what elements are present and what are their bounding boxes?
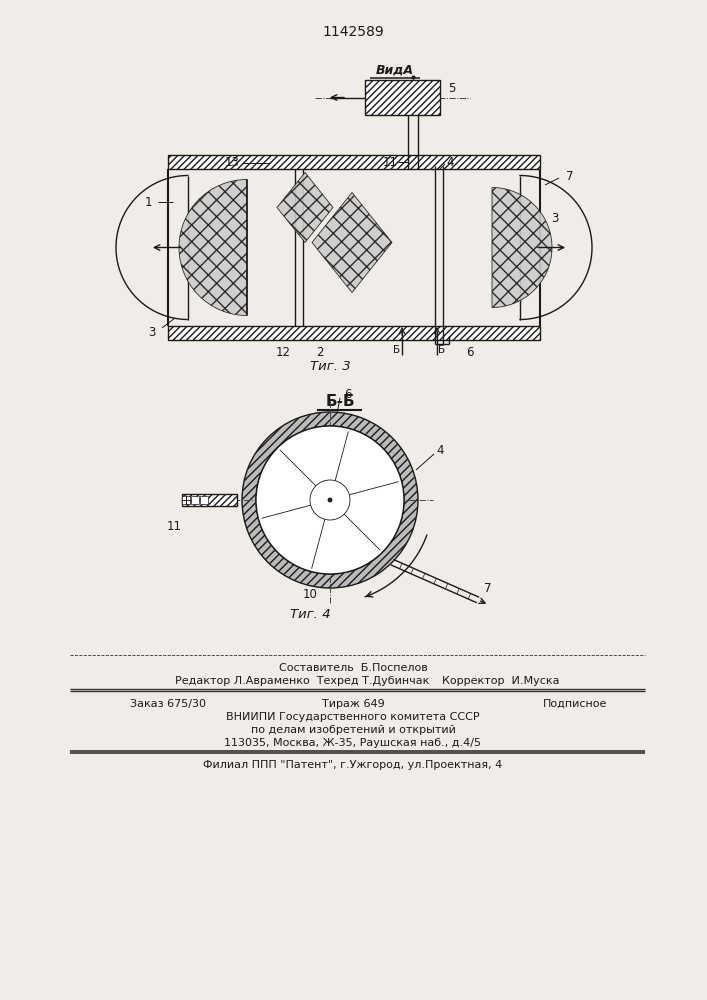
Bar	[365, 80, 440, 115]
Text: 11: 11	[167, 520, 182, 532]
Text: 12: 12	[276, 346, 291, 359]
Bar	[191, 496, 199, 504]
Text: 4: 4	[446, 155, 454, 168]
Text: Корректор  И.Муска: Корректор И.Муска	[443, 676, 560, 686]
Text: Τиг. 3: Τиг. 3	[310, 360, 350, 373]
Polygon shape	[116, 176, 188, 320]
Text: 10: 10	[303, 587, 317, 600]
Text: 13: 13	[225, 156, 240, 169]
Bar	[182, 494, 237, 506]
Text: Заказ 675/30: Заказ 675/30	[130, 699, 206, 709]
Text: Б: Б	[393, 345, 401, 355]
Text: Тираж 649: Тираж 649	[322, 699, 385, 709]
Text: по делам изобретений и открытий: по делам изобретений и открытий	[250, 725, 455, 735]
Text: Подписное: Подписное	[543, 699, 607, 709]
Text: 11: 11	[382, 155, 397, 168]
Polygon shape	[492, 188, 552, 308]
Bar	[182, 494, 237, 506]
Text: Б: Б	[438, 345, 445, 355]
Text: Редактор Л.Авраменко  Техред Т.Дубинчак: Редактор Л.Авраменко Техред Т.Дубинчак	[175, 676, 429, 686]
Text: 1142589: 1142589	[322, 25, 384, 39]
Text: 7: 7	[566, 169, 574, 182]
Text: 113035, Москва, Ж-35, Раушская наб., д.4/5: 113035, Москва, Ж-35, Раушская наб., д.4…	[225, 738, 481, 748]
Text: 6: 6	[344, 387, 352, 400]
Bar	[200, 496, 208, 504]
Bar	[168, 326, 540, 340]
Polygon shape	[179, 180, 247, 316]
Text: ВНИИПИ Государственного комитета СССР: ВНИИПИ Государственного комитета СССР	[226, 712, 480, 722]
Circle shape	[256, 426, 404, 574]
Text: Б-Б: Б-Б	[325, 394, 355, 410]
Text: 7: 7	[484, 582, 492, 594]
Text: 3: 3	[148, 326, 156, 338]
Text: 6: 6	[466, 346, 474, 359]
Polygon shape	[277, 172, 333, 242]
Text: 4: 4	[436, 444, 444, 456]
Polygon shape	[312, 192, 392, 292]
Text: 3: 3	[551, 212, 559, 225]
Text: ВидА: ВидА	[376, 64, 414, 77]
Bar	[168, 155, 540, 169]
Bar	[168, 326, 540, 340]
Circle shape	[310, 480, 350, 520]
Wedge shape	[242, 412, 418, 588]
Text: Τиг. 4: Τиг. 4	[290, 608, 330, 621]
Bar	[182, 496, 190, 504]
Bar	[365, 80, 440, 115]
Bar	[168, 155, 540, 169]
Text: 8: 8	[298, 474, 305, 487]
Text: 1: 1	[144, 196, 152, 209]
Text: Составитель  Б.Поспелов: Составитель Б.Поспелов	[279, 663, 427, 673]
Circle shape	[328, 498, 332, 502]
Text: 5: 5	[448, 82, 456, 95]
Polygon shape	[520, 176, 592, 320]
Text: Филиал ППП "Патент", г.Ужгород, ул.Проектная, 4: Филиал ППП "Патент", г.Ужгород, ул.Проек…	[204, 760, 503, 770]
Text: 2: 2	[316, 346, 324, 359]
